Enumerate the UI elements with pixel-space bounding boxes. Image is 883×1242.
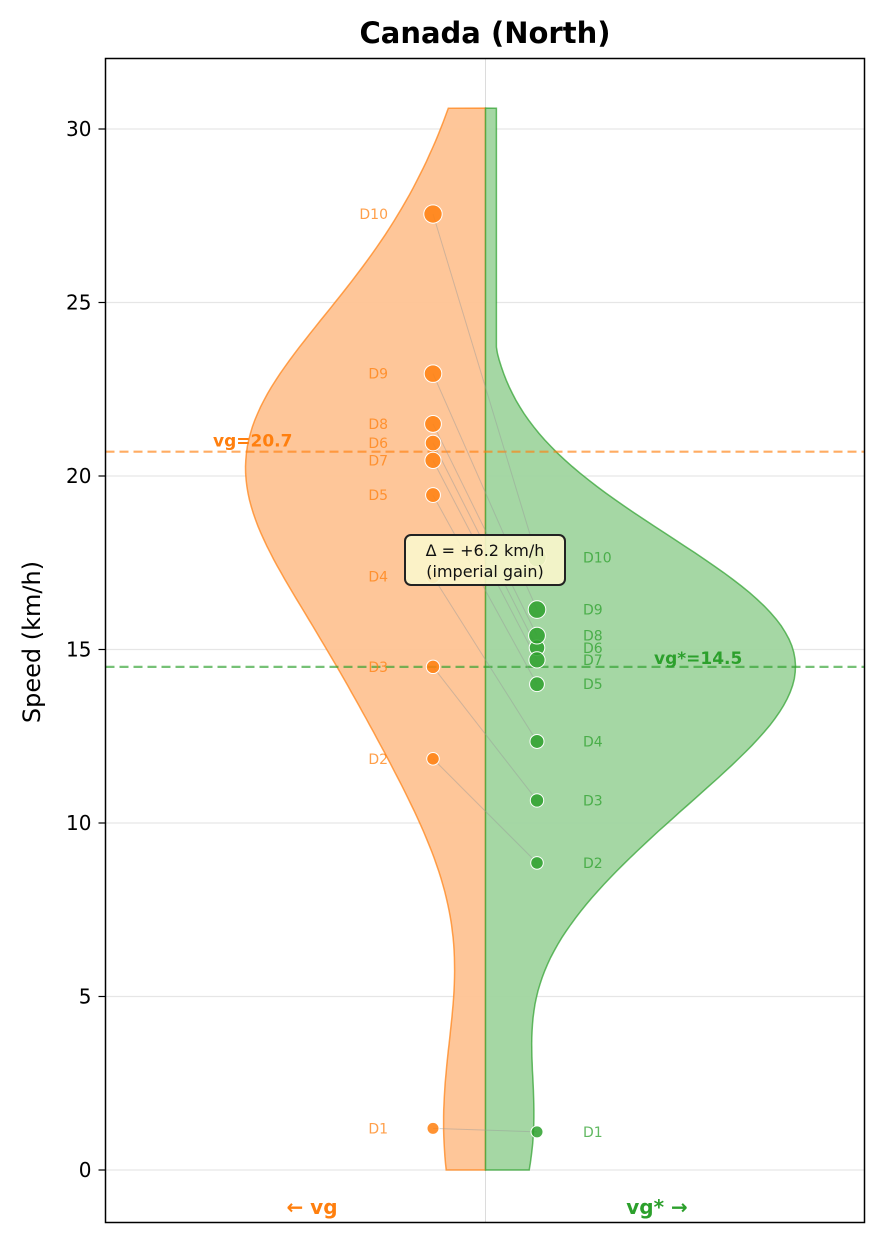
point-label-right-D7: D7 [583, 653, 603, 669]
connector-D2 [432, 758, 538, 864]
connector-D8 [432, 423, 538, 636]
reference-label-left: vg=20.7 [213, 432, 292, 452]
point-label-right-D8: D8 [583, 629, 603, 645]
point-label-left-D2: D2 [368, 752, 388, 768]
point-label-right-D9: D9 [583, 603, 603, 619]
connector-D4 [432, 576, 538, 742]
point-label-left-D8: D8 [368, 417, 388, 433]
point-right-D3 [529, 793, 545, 808]
point-label-left-D5: D5 [368, 488, 388, 504]
right-side-label: vg* → [626, 1195, 688, 1219]
reference-label-right: vg*=14.5 [654, 649, 742, 669]
connector-D5 [432, 494, 538, 685]
point-right-D5 [529, 676, 545, 693]
point-right-D9 [527, 600, 547, 619]
point-label-right-D1: D1 [583, 1125, 603, 1141]
y-tick-label-5: 5 [79, 985, 92, 1009]
point-label-left-D3: D3 [368, 660, 388, 676]
connector-D10 [432, 213, 538, 558]
point-label-right-D3: D3 [583, 793, 603, 809]
point-label-right-D4: D4 [583, 734, 603, 750]
y-tick-label-15: 15 [66, 638, 91, 662]
violin-right [484, 107, 797, 1171]
y-tick-label-0: 0 [79, 1158, 92, 1182]
annotation-line-1: Δ = +6.2 km/h [426, 541, 545, 560]
point-label-right-D5: D5 [583, 677, 603, 693]
plot-frame [104, 57, 866, 1224]
point-right-D4 [529, 733, 545, 749]
point-left-D8 [424, 415, 442, 433]
point-left-D6 [424, 434, 442, 452]
connector-D3 [432, 666, 538, 801]
annotation-line-2: (imperial gain) [426, 562, 543, 581]
point-left-D3 [425, 659, 441, 675]
point-label-left-D4: D4 [368, 570, 388, 586]
delta-annotation: Δ = +6.2 km/h (imperial gain) [404, 534, 566, 586]
annotation-box [404, 534, 566, 586]
grid-layer: 0 5 10 15 20 25 30 [66, 59, 865, 1222]
y-axis-label: Speed (km/h) [18, 561, 46, 723]
point-right-D1 [530, 1125, 544, 1139]
label-layer: D1D2D3D4D5D6D7D8D9D10D1D2D3D4D5D6D7D8D9D… [359, 207, 611, 1141]
point-label-right-D2: D2 [583, 856, 603, 872]
point-left-D10 [423, 204, 443, 224]
point-label-left-D1: D1 [368, 1121, 388, 1137]
point-right-D7 [528, 651, 546, 669]
point-left-D9 [423, 364, 443, 383]
point-label-left-D6: D6 [368, 436, 388, 452]
point-label-right-D10: D10 [583, 551, 612, 567]
point-right-D8 [528, 626, 546, 645]
point-label-left-D9: D9 [368, 367, 388, 383]
point-label-left-D7: D7 [368, 453, 388, 469]
y-tick-label-20: 20 [66, 464, 91, 488]
point-left-D2 [426, 752, 440, 766]
point-layer [423, 204, 547, 1139]
y-tick-label-10: 10 [66, 811, 91, 835]
connector-D1 [432, 1127, 538, 1133]
reference-layer: vg=20.7 vg*=14.5 [105, 432, 865, 669]
point-left-D7 [424, 451, 442, 469]
point-label-left-D10: D10 [359, 207, 388, 223]
point-label-right-D6: D6 [583, 641, 603, 657]
y-tick-label-25: 25 [66, 291, 91, 315]
left-side-label: ← vg [286, 1195, 337, 1219]
point-right-D2 [530, 856, 544, 870]
point-left-D5 [425, 487, 441, 503]
point-left-D1 [426, 1121, 440, 1135]
y-tick-label-30: 30 [66, 117, 91, 141]
chart-title: Canada (North) [359, 16, 610, 50]
